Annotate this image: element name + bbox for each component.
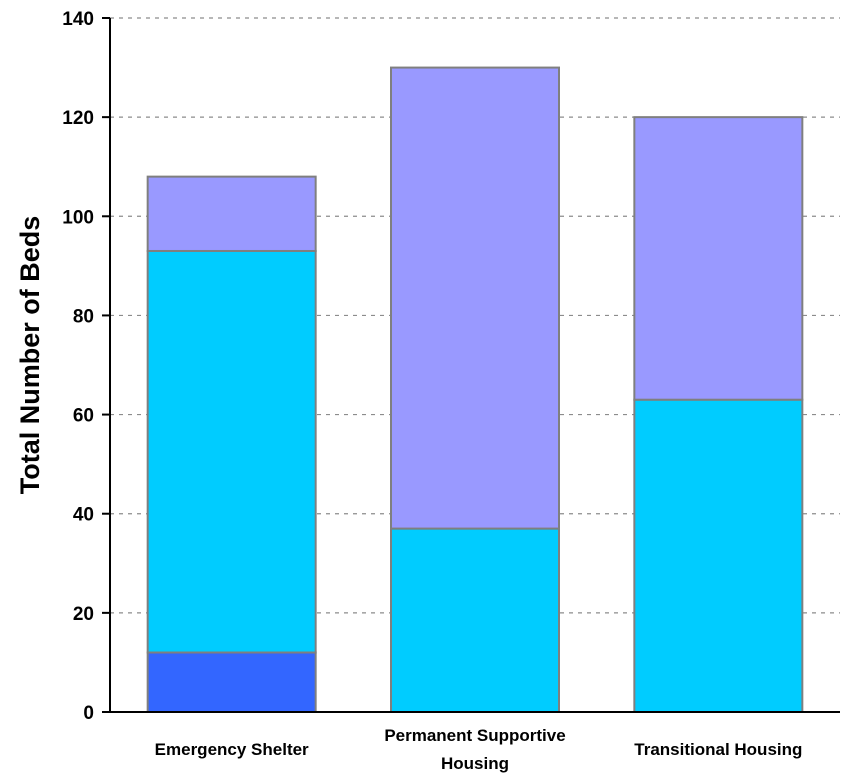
y-tick-label: 80 [73, 306, 94, 327]
bar-segment [390, 527, 560, 713]
x-category-label: Permanent Supportive [384, 726, 565, 745]
y-tick-label: 120 [62, 108, 94, 129]
bar-segment [633, 398, 804, 713]
y-tick-label: 140 [62, 9, 94, 30]
bars [146, 66, 804, 713]
y-tick-label: 20 [73, 604, 94, 625]
y-tick-label: 0 [83, 703, 94, 724]
y-axis-title: Total Number of Beds [15, 216, 45, 495]
bar-segment [146, 249, 317, 654]
y-tick-label: 60 [73, 406, 94, 427]
bar-segment [633, 116, 804, 401]
x-category-label: Housing [441, 754, 509, 773]
bar-segment [146, 175, 317, 252]
x-category-label: Transitional Housing [634, 740, 802, 759]
x-category-label: Emergency Shelter [155, 740, 309, 759]
y-tick-label: 100 [62, 207, 94, 228]
axes [109, 18, 840, 713]
bar-segment [146, 651, 317, 713]
y-tick-labels: 0 20 40 60 80 100 120 140 [62, 9, 110, 724]
y-tick-label: 40 [73, 505, 94, 526]
bar-segment [390, 66, 560, 530]
x-category-labels: Emergency Shelter Permanent Supportive Hou… [155, 726, 803, 773]
